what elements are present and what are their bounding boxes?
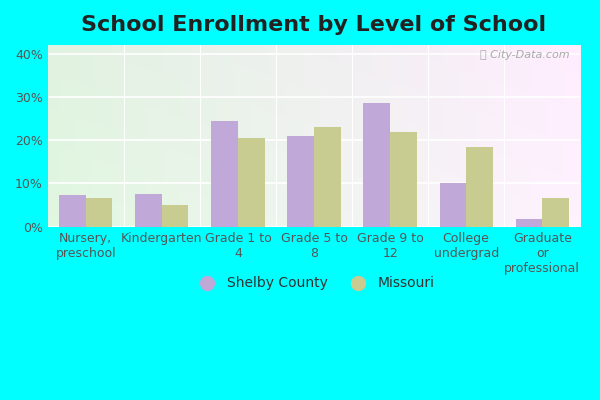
Bar [440,183,466,226]
Bar [162,205,188,226]
Legend: Shelby County, Missouri: Shelby County, Missouri [188,271,440,296]
Bar [59,196,86,226]
Bar [287,136,314,226]
Bar [314,127,341,226]
Bar [542,198,569,226]
Bar [86,198,112,226]
Bar [466,146,493,226]
Bar [390,132,417,226]
Bar [238,138,265,226]
Bar [364,103,390,226]
Bar [515,219,542,226]
Bar [211,120,238,226]
Text: ⓘ City-Data.com: ⓘ City-Data.com [480,50,569,60]
Title: School Enrollment by Level of School: School Enrollment by Level of School [82,15,547,35]
Bar [135,194,162,226]
